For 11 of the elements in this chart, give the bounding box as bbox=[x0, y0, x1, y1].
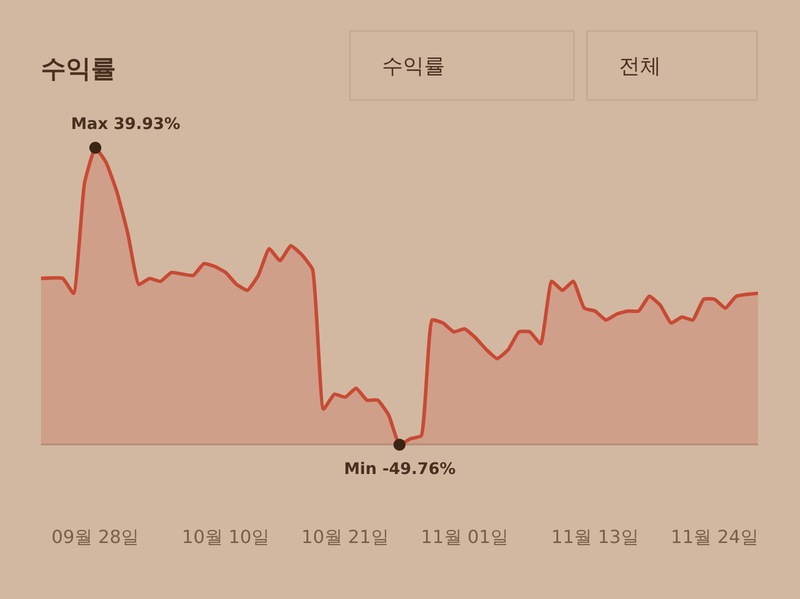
annotation: Min -49.76% bbox=[344, 459, 456, 478]
text: 전체 bbox=[619, 54, 661, 78]
x-tick-label: 11월 01일 bbox=[420, 527, 508, 548]
chart-title: 수익률 bbox=[41, 54, 116, 83]
x-tick-label: 10월 10일 bbox=[182, 527, 270, 548]
x-tick-label: 11월 24일 bbox=[670, 527, 758, 548]
x-tick-label: 09월 28일 bbox=[52, 527, 140, 548]
x-tick-label: 11월 13일 bbox=[551, 527, 639, 548]
annotation: Max 39.93% bbox=[71, 114, 180, 133]
x-tick-label: 10월 21일 bbox=[301, 527, 389, 548]
text: 수익률 bbox=[382, 54, 445, 78]
